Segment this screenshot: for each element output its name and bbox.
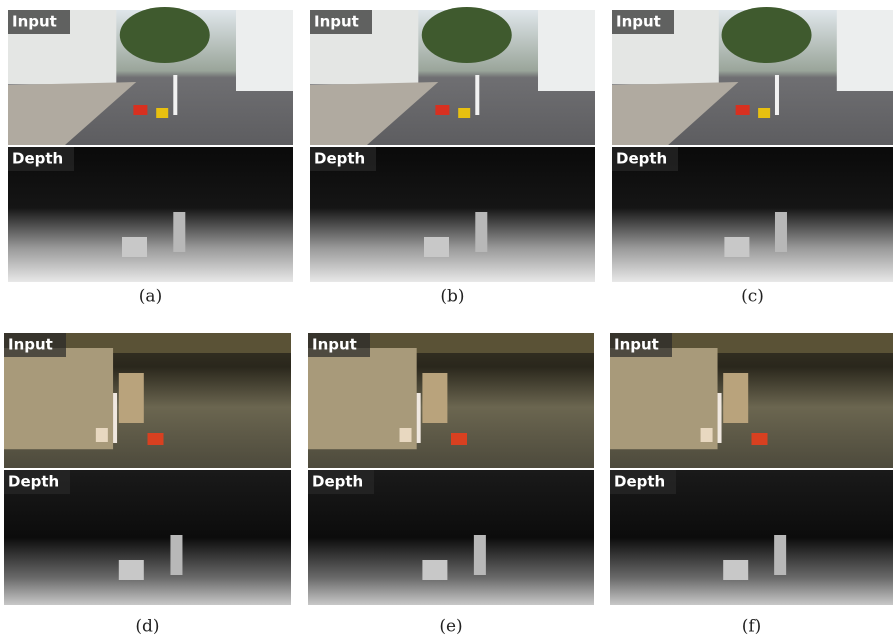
depth-blob	[774, 535, 787, 575]
pillar	[118, 373, 144, 423]
panel: Input Depth (e)	[308, 333, 594, 637]
panel: Input Depth (b)	[310, 7, 595, 307]
toy	[399, 428, 412, 442]
panel: Input Depth (a)	[8, 7, 293, 307]
building	[236, 10, 293, 91]
label-box	[612, 147, 678, 171]
depth-blob	[424, 237, 449, 257]
pole	[475, 75, 480, 115]
tree	[721, 7, 812, 63]
tree	[119, 7, 210, 63]
pole	[717, 393, 722, 443]
panel: Input Depth (d)	[4, 333, 291, 637]
depth-label: Depth	[312, 473, 363, 491]
caption: (f)	[742, 617, 762, 637]
toy	[758, 108, 771, 118]
toy	[156, 108, 169, 118]
pole	[774, 75, 779, 115]
toy	[435, 105, 450, 115]
depth-blob	[422, 560, 448, 580]
caption: (d)	[135, 617, 159, 637]
building	[836, 10, 893, 91]
depth-blob	[774, 212, 787, 252]
caption: (a)	[139, 287, 162, 307]
pillar	[422, 373, 448, 423]
toy	[95, 428, 108, 442]
pole	[173, 75, 178, 115]
caption: (e)	[439, 617, 462, 637]
pole	[113, 393, 118, 443]
depth-blob	[173, 212, 186, 252]
input-label: Input	[614, 336, 659, 354]
label-box	[612, 10, 674, 34]
depth-label: Depth	[8, 473, 59, 491]
depth-blob	[473, 535, 486, 575]
toy	[735, 105, 750, 115]
depth-label: Depth	[616, 150, 667, 168]
panel: Input Depth (f)	[610, 333, 893, 637]
depth-blob	[170, 535, 183, 575]
depth-blob	[724, 237, 750, 257]
input-label: Input	[12, 13, 57, 31]
sidewalk	[8, 82, 137, 145]
sidewalk	[310, 82, 439, 145]
pole	[416, 393, 421, 443]
wall	[610, 348, 718, 450]
depth-label: Depth	[12, 150, 63, 168]
depth-blob	[122, 237, 147, 257]
label-box	[8, 147, 74, 171]
label-box	[8, 10, 70, 34]
tree	[421, 7, 512, 63]
toy	[133, 105, 148, 115]
label-box	[308, 333, 370, 357]
depth-label: Depth	[614, 473, 665, 491]
depth-blob	[475, 212, 488, 252]
label-box	[308, 470, 374, 494]
label-box	[310, 10, 372, 34]
input-label: Input	[616, 13, 661, 31]
pillar	[723, 373, 749, 423]
toy	[147, 433, 164, 445]
toy	[751, 433, 768, 445]
input-label: Input	[312, 336, 357, 354]
label-box	[4, 470, 70, 494]
toy	[700, 428, 713, 442]
panel: Input Depth (c)	[612, 7, 893, 307]
wall	[4, 348, 114, 450]
label-box	[4, 333, 66, 357]
wall	[308, 348, 417, 450]
depth-label: Depth	[314, 150, 365, 168]
input-label: Input	[8, 336, 53, 354]
sidewalk	[612, 82, 739, 145]
building	[538, 10, 595, 91]
toy	[458, 108, 471, 118]
label-box	[610, 470, 676, 494]
label-box	[310, 147, 376, 171]
depth-blob	[723, 560, 749, 580]
caption: (c)	[741, 287, 764, 307]
caption: (b)	[440, 287, 464, 307]
label-box	[610, 333, 672, 357]
depth-blob	[118, 560, 144, 580]
input-label: Input	[314, 13, 359, 31]
toy	[451, 433, 467, 445]
